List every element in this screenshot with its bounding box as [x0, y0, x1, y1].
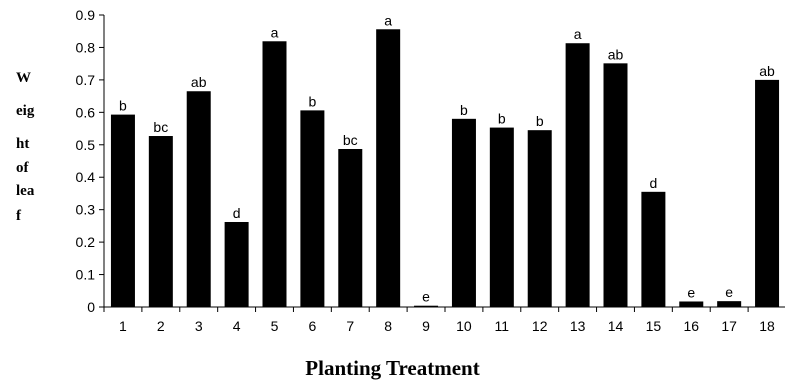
x-tick-label: 7: [346, 318, 354, 334]
x-tick-label: 13: [570, 318, 586, 334]
significance-letter: b: [498, 111, 506, 127]
x-tick-label: 6: [308, 318, 316, 334]
significance-letter: d: [649, 175, 657, 191]
bar: [679, 301, 704, 307]
y-tick-label: 0.5: [76, 137, 96, 153]
x-tick-label: 10: [456, 318, 472, 334]
significance-letter: ab: [608, 46, 624, 62]
significance-letter: b: [308, 93, 316, 109]
x-tick-label: 15: [646, 318, 662, 334]
x-axis: 1 2 3 4 5 6 7 8 9 10 11 12 13 14 15 16 17 18: [103, 306, 785, 334]
y-tick-label: 0.2: [76, 234, 96, 250]
y-axis-title-line: f: [16, 208, 21, 224]
bar: [603, 63, 628, 307]
x-tick-label: 8: [384, 318, 392, 334]
significance-letter: b: [536, 113, 544, 129]
y-tick-label: 0.8: [76, 39, 96, 55]
significance-letter: bc: [343, 132, 358, 148]
x-tick-label: 12: [532, 318, 548, 334]
x-tick-label: 2: [157, 318, 165, 334]
y-axis: 0 0.1 0.2 0.3 0.4 0.5 0.6 0.7 0.8 0.9: [76, 7, 105, 315]
x-tick-label: 1: [119, 318, 127, 334]
bar: [451, 118, 476, 307]
y-axis-title-line: eig: [16, 103, 35, 119]
x-tick-label: 14: [608, 318, 624, 334]
y-axis-title-line: of: [16, 160, 29, 176]
significance-letter: a: [574, 26, 582, 42]
x-tick-label: 11: [495, 318, 510, 334]
y-axis-title-line: lea: [16, 183, 35, 199]
significance-letter: d: [233, 205, 241, 221]
bar: [641, 191, 666, 307]
x-tick-label: 4: [233, 318, 241, 334]
bar: [565, 43, 590, 308]
bar: [300, 110, 325, 308]
y-tick-label: 0.7: [76, 72, 96, 88]
y-tick-label: 0: [87, 299, 95, 315]
significance-letter: ab: [191, 74, 207, 90]
significance-letter: a: [271, 24, 279, 40]
bar: [376, 29, 401, 308]
y-tick-label: 0.3: [76, 202, 96, 218]
bar: [110, 114, 135, 307]
significance-letter: e: [725, 284, 733, 300]
bar: [148, 136, 173, 307]
x-tick-label: 16: [683, 318, 699, 334]
significance-letter: e: [687, 284, 695, 300]
x-tick-label: 5: [271, 318, 279, 334]
y-tick-label: 0.9: [76, 7, 96, 23]
x-axis-title: Planting Treatment: [305, 356, 480, 380]
significance-letter: e: [422, 289, 430, 305]
significance-letter: a: [384, 12, 392, 28]
y-tick-label: 0.4: [76, 169, 96, 185]
significance-letter: bc: [153, 119, 168, 135]
x-tick-label: 17: [721, 318, 737, 334]
significance-letter: b: [460, 102, 468, 118]
y-tick-label: 0.6: [76, 104, 96, 120]
significance-letter: b: [119, 98, 127, 114]
y-axis-title-line: W: [16, 70, 31, 86]
x-tick-label: 9: [422, 318, 430, 334]
bars: [110, 29, 780, 308]
bar: [338, 148, 363, 307]
x-tick-label: 18: [759, 318, 775, 334]
significance-letter: ab: [759, 63, 775, 79]
x-tick-label: 3: [195, 318, 203, 334]
bar: [717, 301, 742, 307]
bar: [186, 91, 211, 307]
bar: [262, 41, 287, 307]
y-tick-label: 0.1: [76, 267, 96, 283]
bar: [527, 130, 552, 307]
bar: [489, 127, 514, 308]
bar: [755, 79, 780, 307]
bar: [414, 305, 439, 307]
bar: [224, 221, 249, 307]
y-axis-title-line: ht: [16, 136, 30, 152]
